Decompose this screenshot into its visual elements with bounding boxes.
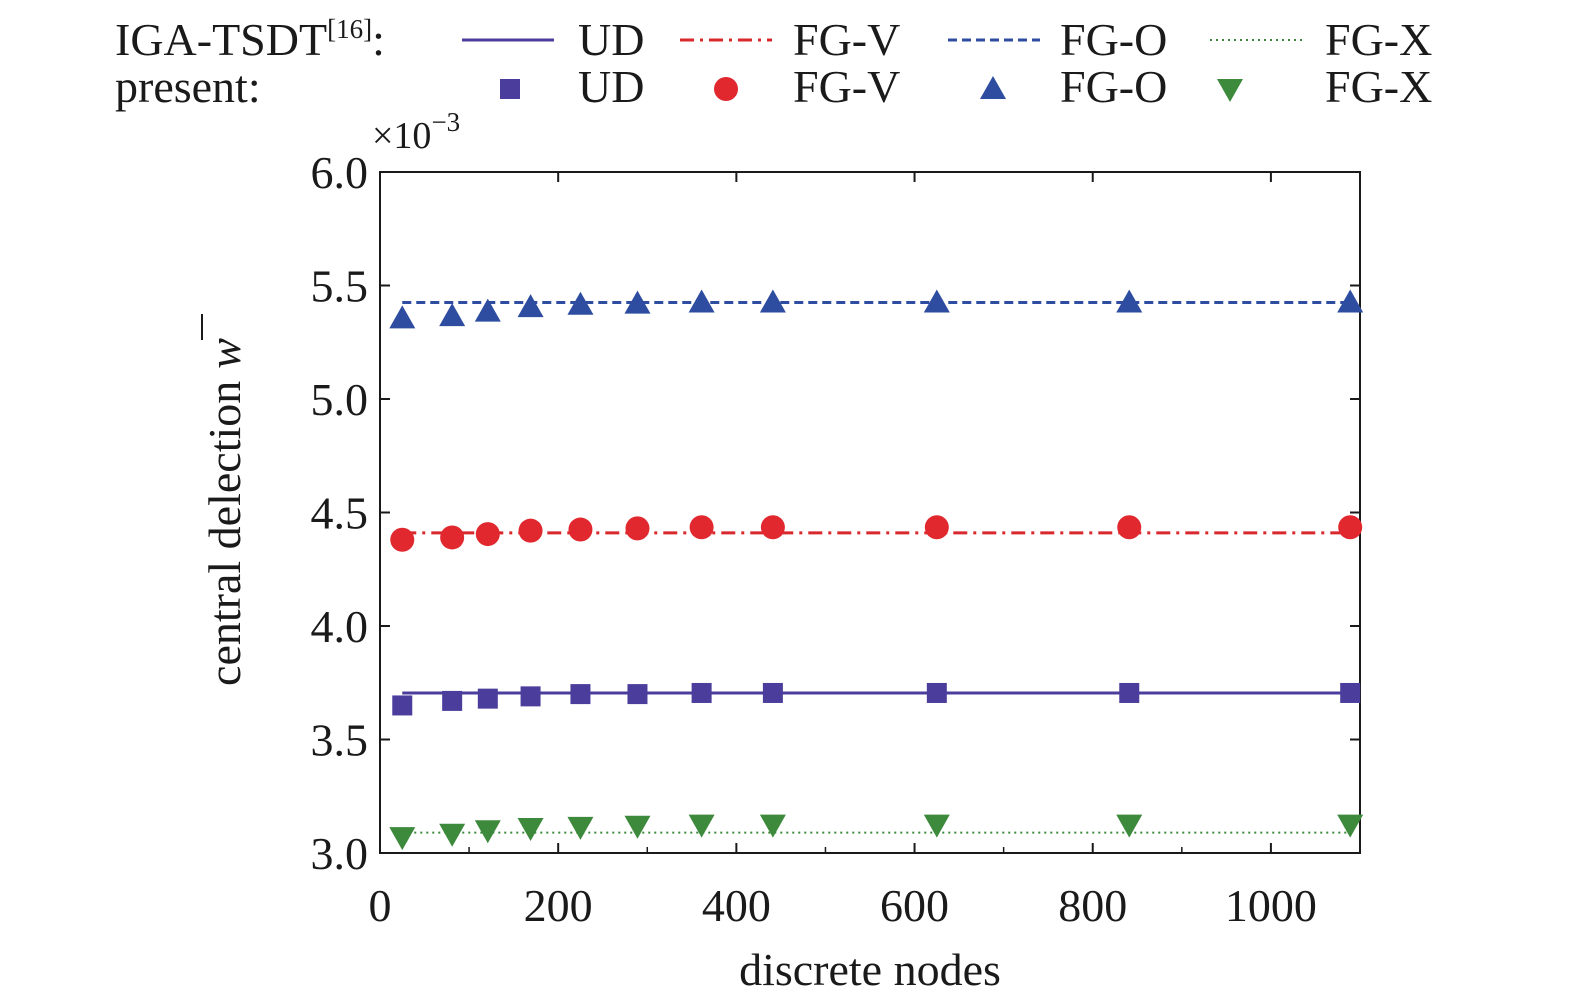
x-tick-label: 400 [702, 880, 771, 931]
y-tick-label: 3.0 [311, 828, 369, 879]
marker-fg-v [440, 525, 465, 550]
legend-row1-name: IGA-TSDT [115, 14, 327, 65]
y-tick-label: 5.0 [311, 374, 369, 425]
legend-marker-fg-v [714, 77, 738, 101]
y-axis-label-text: central delection [199, 381, 250, 686]
marker-fg-x [567, 816, 594, 840]
marker-fg-x [474, 820, 501, 844]
y-multiplier-base: ×10 [372, 115, 431, 157]
marker-ud [691, 682, 712, 703]
legend-marker-fg-x [1217, 79, 1243, 102]
axis-ticks: 0 200 400 600 800 1000 3.0 3.5 4.0 4.5 5.0 5.5 6.0 [311, 147, 1360, 931]
marker-fg-x [688, 814, 715, 838]
x-tick-label: 600 [880, 880, 949, 931]
reference-lines [402, 301, 1351, 834]
y-axis-symbol: w [199, 338, 250, 369]
marker-fg-x [624, 815, 651, 839]
marker-fg-x [1116, 814, 1143, 838]
legend-row2-label: present: [115, 61, 261, 112]
marker-fg-v [475, 522, 500, 547]
legend-marker-ud [500, 79, 520, 99]
marker-ud [926, 682, 947, 703]
y-tick-label: 5.5 [311, 261, 369, 312]
plot-frame [379, 171, 1361, 854]
x-tick-label: 200 [524, 880, 593, 931]
marker-fg-v [689, 515, 714, 540]
marker-fg-o [759, 289, 786, 313]
legend: IGA-TSDT[16]: present: UD FG-V FG-O FG-X UD F… [115, 14, 1432, 112]
marker-fg-o [517, 294, 544, 318]
y-axis-label-group: central delection w [199, 314, 250, 686]
marker-fg-o [923, 289, 950, 313]
marker-fg-v [924, 515, 949, 540]
marker-ud [762, 682, 783, 703]
y-tick-label: 4.0 [311, 601, 369, 652]
legend-row1-suffix: : [372, 14, 385, 65]
data-markers [389, 289, 1364, 851]
marker-fg-x [389, 827, 416, 851]
marker-fg-v [1338, 515, 1363, 540]
marker-fg-x [923, 814, 950, 838]
legend-ref-label-ud: UD [578, 14, 644, 65]
marker-fg-v [1117, 515, 1142, 540]
legend-ref-label-fg-x: FG-X [1325, 14, 1432, 65]
marker-ud [520, 686, 541, 707]
marker-fg-o [567, 291, 594, 315]
x-tick-label: 0 [369, 880, 392, 931]
marker-fg-o [624, 290, 651, 314]
y-multiplier: ×10−3 [372, 107, 460, 157]
y-tick-label: 3.5 [311, 715, 369, 766]
marker-fg-x [759, 814, 786, 838]
legend-series-label-ud: UD [578, 61, 644, 112]
legend-series-label-fg-x: FG-X [1325, 61, 1432, 112]
marker-fg-v [625, 516, 650, 541]
y-multiplier-exp: −3 [431, 107, 460, 137]
marker-ud [477, 688, 498, 709]
marker-fg-v [760, 515, 785, 540]
legend-marker-fg-o [980, 76, 1006, 99]
legend-row1-label: IGA-TSDT[16]: [115, 14, 385, 65]
marker-ud [570, 684, 591, 705]
marker-ud [1119, 682, 1140, 703]
marker-fg-x [517, 818, 544, 842]
marker-fg-o [439, 303, 466, 327]
legend-row1-ref: [16] [327, 14, 372, 44]
x-tick-label: 800 [1058, 880, 1127, 931]
y-tick-label: 4.5 [311, 488, 369, 539]
marker-fg-v [518, 518, 543, 543]
legend-series-label-fg-o: FG-O [1060, 61, 1167, 112]
marker-fg-o [688, 289, 715, 313]
marker-ud [627, 684, 648, 705]
y-axis-label: central delection w [199, 338, 250, 686]
marker-fg-o [474, 298, 501, 322]
y-tick-label: 6.0 [311, 147, 369, 198]
x-axis-label: discrete nodes [739, 944, 1001, 995]
marker-fg-o [389, 305, 416, 329]
marker-fg-o [1116, 289, 1143, 313]
marker-ud [442, 690, 463, 711]
legend-ref-label-fg-v: FG-V [793, 14, 900, 65]
marker-fg-v [568, 517, 593, 542]
marker-fg-x [439, 823, 466, 847]
marker-fg-x [1337, 814, 1364, 838]
legend-ref-label-fg-o: FG-O [1060, 14, 1167, 65]
marker-fg-v [390, 527, 415, 552]
marker-ud [1340, 682, 1361, 703]
legend-series-label-fg-v: FG-V [793, 61, 900, 112]
x-tick-label: 1000 [1225, 880, 1317, 931]
marker-ud [392, 695, 413, 716]
marker-fg-o [1337, 289, 1364, 313]
